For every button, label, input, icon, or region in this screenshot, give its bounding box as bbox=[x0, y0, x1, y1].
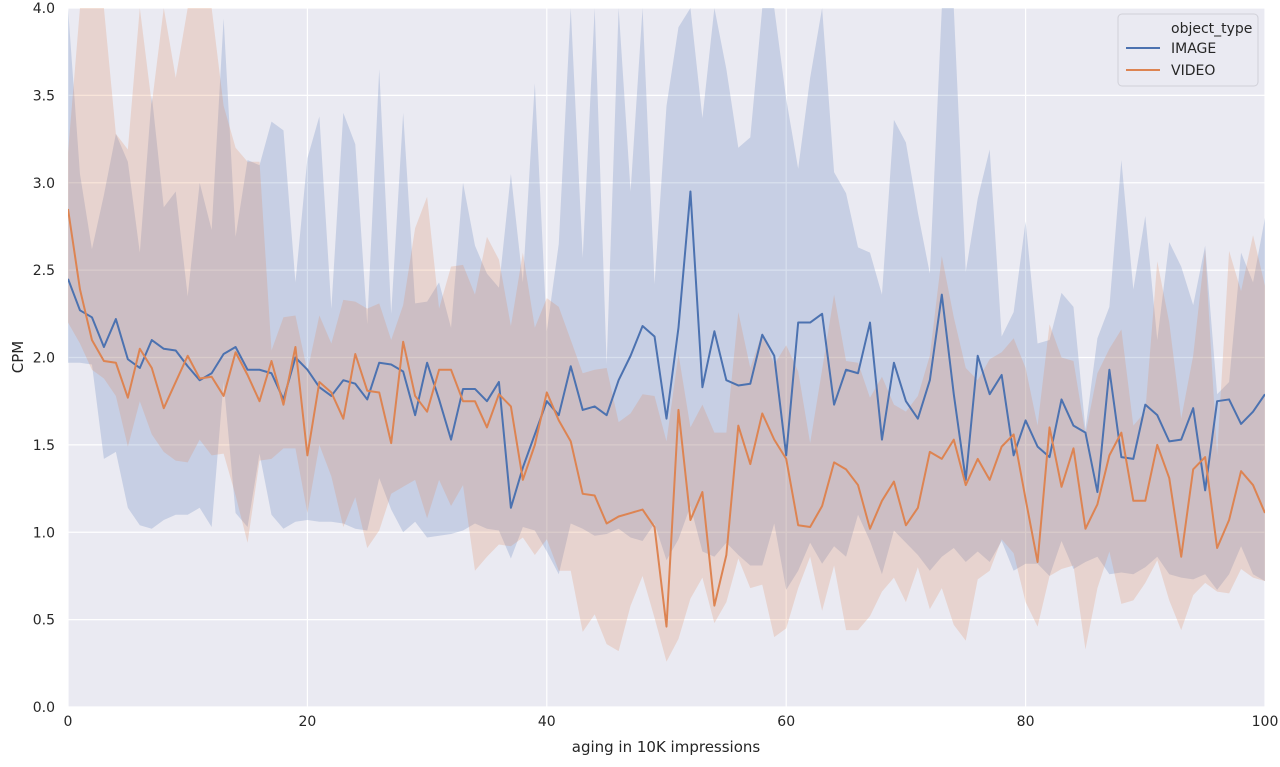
y-tick-label: 0.5 bbox=[33, 613, 55, 629]
y-tick-label: 1.5 bbox=[33, 438, 55, 454]
legend-title: object_type bbox=[1171, 21, 1252, 37]
y-axis-ticks: 0.0 0.5 1.0 1.5 2.0 2.5 3.0 3.5 4.0 bbox=[33, 1, 55, 716]
x-tick-label: 80 bbox=[1017, 714, 1035, 730]
series-lines bbox=[68, 190, 1265, 628]
y-tick-label: 2.0 bbox=[33, 351, 55, 367]
ci-band-image bbox=[68, 8, 1265, 590]
grid-lines bbox=[67, 7, 1266, 708]
x-tick-label: 100 bbox=[1252, 714, 1279, 730]
x-tick-label: 40 bbox=[538, 714, 556, 730]
ci-band-video bbox=[68, 8, 1265, 662]
x-tick-label: 60 bbox=[777, 714, 795, 730]
y-tick-label: 3.5 bbox=[33, 88, 55, 104]
y-tick-label: 1.0 bbox=[33, 525, 55, 541]
y-tick-label: 0.0 bbox=[33, 700, 55, 716]
y-tick-label: 4.0 bbox=[33, 1, 55, 17]
legend-box bbox=[1117, 13, 1259, 87]
legend-label-image: IMAGE bbox=[1171, 41, 1216, 57]
legend-label-video: VIDEO bbox=[1171, 63, 1215, 79]
y-tick-label: 2.5 bbox=[33, 263, 55, 279]
x-axis-ticks: 0 20 40 60 80 100 bbox=[64, 714, 1279, 730]
series-line-video bbox=[68, 208, 1265, 628]
x-axis-label: aging in 10K impressions bbox=[572, 738, 761, 756]
x-tick-label: 0 bbox=[64, 714, 73, 730]
legend: object_type IMAGE VIDEO bbox=[1117, 13, 1259, 87]
y-axis-label: CPM bbox=[9, 341, 27, 373]
y-tick-label: 3.0 bbox=[33, 176, 55, 192]
confidence-bands bbox=[68, 8, 1265, 662]
x-tick-label: 20 bbox=[298, 714, 316, 730]
